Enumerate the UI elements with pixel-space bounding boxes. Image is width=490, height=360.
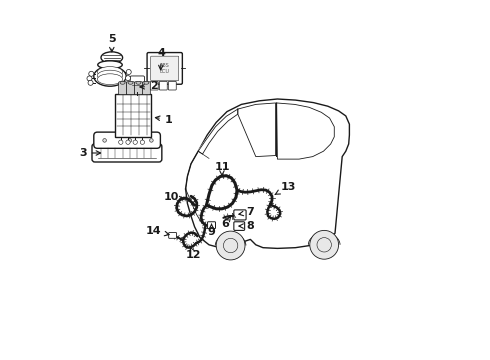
- Polygon shape: [277, 103, 334, 159]
- Polygon shape: [198, 109, 238, 154]
- Circle shape: [128, 139, 132, 142]
- FancyBboxPatch shape: [234, 222, 245, 230]
- Ellipse shape: [128, 81, 133, 84]
- FancyBboxPatch shape: [130, 76, 145, 93]
- FancyBboxPatch shape: [169, 81, 176, 90]
- FancyBboxPatch shape: [126, 82, 134, 95]
- Circle shape: [126, 69, 131, 75]
- Ellipse shape: [98, 61, 122, 69]
- Circle shape: [88, 80, 93, 85]
- FancyBboxPatch shape: [134, 82, 143, 95]
- Text: 3: 3: [79, 148, 100, 158]
- FancyBboxPatch shape: [116, 94, 151, 137]
- Circle shape: [149, 139, 153, 142]
- Polygon shape: [238, 103, 275, 157]
- Text: 8: 8: [239, 221, 254, 231]
- Circle shape: [310, 230, 339, 259]
- FancyBboxPatch shape: [208, 222, 216, 229]
- Text: 6: 6: [221, 216, 231, 229]
- Ellipse shape: [144, 81, 149, 84]
- Circle shape: [140, 140, 145, 144]
- Ellipse shape: [98, 70, 122, 81]
- Circle shape: [89, 71, 94, 76]
- FancyBboxPatch shape: [147, 53, 182, 84]
- Ellipse shape: [136, 81, 141, 84]
- FancyBboxPatch shape: [169, 233, 176, 238]
- Text: 4: 4: [158, 48, 166, 70]
- Ellipse shape: [98, 74, 122, 85]
- Text: 1: 1: [155, 114, 172, 125]
- FancyBboxPatch shape: [150, 81, 158, 90]
- Text: 2: 2: [140, 81, 158, 91]
- FancyBboxPatch shape: [159, 81, 167, 90]
- Text: ABS
ECU: ABS ECU: [160, 63, 170, 74]
- Ellipse shape: [101, 52, 122, 63]
- Text: 7: 7: [239, 207, 254, 217]
- Circle shape: [133, 140, 137, 144]
- Text: 12: 12: [186, 247, 201, 260]
- FancyBboxPatch shape: [119, 82, 126, 95]
- Text: 14: 14: [146, 226, 169, 236]
- Polygon shape: [186, 99, 349, 248]
- Circle shape: [119, 140, 123, 144]
- Circle shape: [87, 76, 92, 81]
- Text: 9: 9: [208, 224, 216, 237]
- Ellipse shape: [120, 81, 125, 84]
- FancyBboxPatch shape: [234, 210, 246, 220]
- Circle shape: [216, 231, 245, 260]
- Circle shape: [126, 140, 130, 144]
- Text: 11: 11: [214, 162, 230, 175]
- Circle shape: [125, 76, 130, 81]
- FancyBboxPatch shape: [143, 82, 150, 95]
- FancyBboxPatch shape: [94, 132, 160, 148]
- FancyBboxPatch shape: [92, 144, 162, 162]
- Ellipse shape: [98, 67, 122, 77]
- Text: 13: 13: [275, 182, 295, 194]
- Text: 10: 10: [163, 192, 184, 202]
- Text: 5: 5: [108, 33, 116, 52]
- Circle shape: [103, 139, 106, 142]
- FancyBboxPatch shape: [151, 56, 179, 81]
- Ellipse shape: [94, 66, 126, 86]
